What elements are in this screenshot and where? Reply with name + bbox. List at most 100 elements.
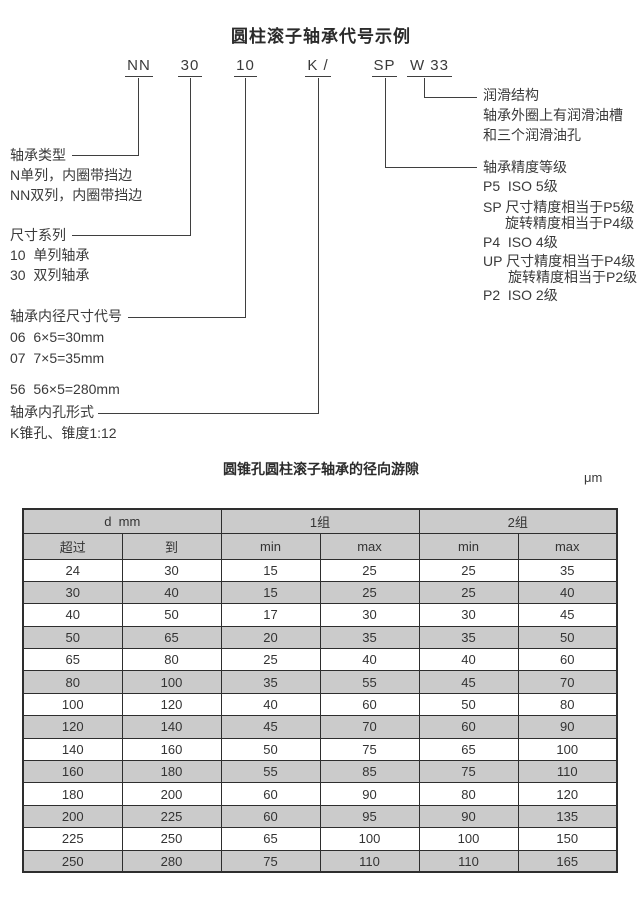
precision-line: SP 尺寸精度相当于P5级 <box>483 199 635 215</box>
table-cell: 225 <box>121 804 222 829</box>
leader-hline-10 <box>128 317 246 318</box>
table-cell: 35 <box>220 670 321 694</box>
bearing-type-line: NN双列，内圈带挡边 <box>10 187 143 203</box>
code-taper-k: K / <box>305 57 331 77</box>
table-row: 80 100 35 55 45 70 <box>22 670 618 694</box>
precision-line: P5 ISO 5级 <box>483 178 558 194</box>
table-cell: 60 <box>220 782 321 806</box>
table-row: 24 30 15 25 25 35 <box>22 558 618 582</box>
table-row: 140 160 50 75 65 100 <box>22 737 618 762</box>
table-cell: 24 <box>22 558 123 582</box>
table-cell: 75 <box>418 760 519 784</box>
bearing-type-line: N单列，内圈带挡边 <box>10 167 133 183</box>
table-cell: 45 <box>418 670 519 694</box>
table-cell: 90 <box>517 715 618 739</box>
table-cell: 20 <box>220 625 321 650</box>
table-group-header-row: d mm 1组 2组 <box>22 508 618 534</box>
code-series-30: 30 <box>178 57 202 77</box>
bearing-type-label: 轴承类型 <box>10 147 66 163</box>
table-row: 160 180 55 85 75 110 <box>22 760 618 784</box>
leader-vline-k <box>318 78 319 413</box>
table-cell: 90 <box>319 782 420 806</box>
leader-hline-30 <box>72 235 191 236</box>
series-line: 10 单列轴承 <box>10 247 90 263</box>
table-cell: 160 <box>121 737 222 762</box>
table-cell: 30 <box>121 558 222 582</box>
precision-line: UP 尺寸精度相当于P4级 <box>483 253 636 269</box>
table-title: 圆锥孔圆柱滚子轴承的径向游隙 <box>223 461 419 477</box>
leader-vline-nn <box>138 78 139 155</box>
table-cell: 135 <box>517 804 618 829</box>
table-row: 120 140 45 70 60 90 <box>22 715 618 739</box>
table-cell: 55 <box>220 760 321 784</box>
col-group-d-mm: d mm <box>22 508 222 534</box>
table-cell: 50 <box>517 625 618 650</box>
col-header-over: 超过 <box>22 532 123 560</box>
table-row: 100 120 40 60 50 80 <box>22 692 618 717</box>
table-cell: 15 <box>220 580 321 605</box>
table-cell: 150 <box>517 827 618 851</box>
precision-line: 旋转精度相当于P4级 <box>505 215 635 231</box>
table-cell: 60 <box>517 648 618 672</box>
table-cell: 100 <box>121 670 222 694</box>
clearance-table-body: 24 30 15 25 25 35 30 40 15 25 25 40 40 5… <box>22 558 618 873</box>
table-sub-header-row: 超过 到 min max min max <box>22 532 618 560</box>
table-cell: 55 <box>319 670 420 694</box>
lubrication-label: 润滑结构 <box>483 87 539 103</box>
table-cell: 110 <box>319 849 420 873</box>
table-cell: 140 <box>22 737 123 762</box>
table-row: 65 80 25 40 40 60 <box>22 648 618 672</box>
table-cell: 40 <box>319 648 420 672</box>
table-cell: 30 <box>319 603 420 627</box>
table-cell: 50 <box>220 737 321 762</box>
precision-line: P2 ISO 2级 <box>483 287 558 303</box>
col-header-min-1: min <box>220 532 321 560</box>
table-cell: 80 <box>121 648 222 672</box>
table-cell: 65 <box>22 648 123 672</box>
table-cell: 40 <box>121 580 222 605</box>
bore-code-line: 07 7×5=35mm <box>10 350 105 366</box>
table-cell: 140 <box>121 715 222 739</box>
col-group-1: 1组 <box>220 508 420 534</box>
table-cell: 40 <box>22 603 123 627</box>
table-row: 200 225 60 95 90 135 <box>22 804 618 829</box>
col-group-2: 2组 <box>418 508 618 534</box>
table-cell: 80 <box>22 670 123 694</box>
table-cell: 200 <box>22 804 123 829</box>
table-row: 225 250 65 100 100 150 <box>22 827 618 851</box>
series-line: 30 双列轴承 <box>10 267 90 283</box>
table-cell: 100 <box>22 692 123 717</box>
col-header-min-2: min <box>418 532 519 560</box>
table-cell: 30 <box>418 603 519 627</box>
table-cell: 70 <box>517 670 618 694</box>
table-cell: 35 <box>319 625 420 650</box>
table-cell: 25 <box>319 558 420 582</box>
table-cell: 65 <box>220 827 321 851</box>
table-cell: 65 <box>418 737 519 762</box>
table-cell: 95 <box>319 804 420 829</box>
leader-vline-sp <box>385 78 386 167</box>
table-cell: 110 <box>418 849 519 873</box>
table-cell: 40 <box>220 692 321 717</box>
table-cell: 75 <box>319 737 420 762</box>
table-cell: 50 <box>121 603 222 627</box>
table-cell: 165 <box>517 849 618 873</box>
clearance-table: d mm 1组 2组 超过 到 min max min max 24 30 15… <box>22 508 618 874</box>
leader-hline-k <box>98 413 319 414</box>
table-cell: 80 <box>418 782 519 806</box>
table-cell: 85 <box>319 760 420 784</box>
table-cell: 75 <box>220 849 321 873</box>
clearance-table-head: d mm 1组 2组 超过 到 min max min max <box>22 508 618 560</box>
table-cell: 280 <box>121 849 222 873</box>
precision-label: 轴承精度等级 <box>483 159 567 175</box>
table-cell: 40 <box>418 648 519 672</box>
lubrication-line: 和三个润滑油孔 <box>483 127 581 143</box>
table-row: 40 50 17 30 30 45 <box>22 603 618 627</box>
table-cell: 25 <box>418 580 519 605</box>
code-precision-sp: SP <box>372 57 397 77</box>
bore-form-line: K锥孔、锥度1:12 <box>10 425 117 441</box>
table-cell: 45 <box>220 715 321 739</box>
table-cell: 65 <box>121 625 222 650</box>
table-cell: 25 <box>319 580 420 605</box>
table-row: 50 65 20 35 35 50 <box>22 625 618 650</box>
